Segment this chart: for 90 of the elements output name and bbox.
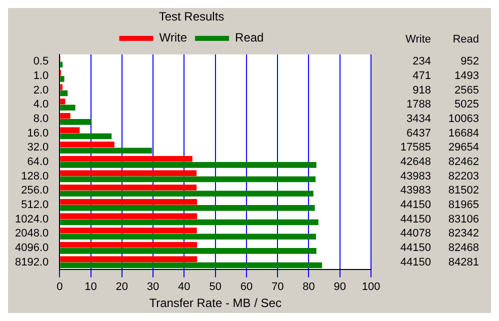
text: 5025 [454,98,479,111]
text: 81502 [448,184,479,197]
x-tick-label: 10 [84,281,97,294]
y-tick-label: 128.0 [21,170,49,182]
y-tick-label: 0.5 [33,56,49,68]
x-tick-label: 40 [178,281,190,294]
text: 3434 [406,112,431,125]
chart-title: Test Results [158,10,224,24]
text: 43983 [400,170,431,182]
y-tick-label: 8192.0 [14,256,49,268]
text: 1788 [406,98,431,111]
y-tick-label: 8.0 [33,112,49,125]
x-tick-label: 20 [116,281,128,294]
bar [60,112,70,119]
legend-label: Read [235,30,264,45]
bar [60,213,198,220]
text: 2565 [454,84,479,96]
text: 82342 [448,228,479,240]
bar [60,104,76,111]
bar [60,248,316,254]
text: 83106 [448,213,479,226]
text: 17585 [400,142,431,154]
y-tick-label: 64.0 [27,156,49,168]
bar [60,262,322,268]
text: 234 [412,56,431,68]
bar [60,133,112,140]
y-tick-label: 2048.0 [14,228,49,240]
bar [60,228,197,234]
bar [60,119,91,125]
text: 43983 [400,184,431,197]
text: 16684 [448,127,479,140]
bar [60,205,315,211]
x-axis-title: Transfer Rate - MB / Sec [149,296,282,310]
text: 29654 [448,142,479,154]
x-tick-label: 70 [271,281,284,294]
text: 84281 [448,256,479,268]
x-tick-label: 100 [362,281,380,294]
bar [60,84,63,90]
x-tick-label: 60 [240,281,253,294]
bar [60,170,197,176]
bar [60,148,152,154]
text: 42648 [400,156,431,168]
bar [60,98,66,104]
text: 82203 [448,170,479,182]
y-tick-label: 4096.0 [14,242,49,254]
text: 6437 [406,127,431,140]
bar [60,142,114,148]
y-tick-label: 32.0 [27,142,49,154]
y-tick-label: 4.0 [33,98,49,111]
text: 44078 [400,228,431,240]
y-tick-label: 512.0 [21,198,49,211]
text: 1493 [454,70,479,82]
text: Read [452,33,479,46]
x-tick-label: 0 [56,281,63,294]
bar [60,234,316,240]
x-tick-label: 80 [302,281,315,294]
bar [60,190,314,197]
bar [60,184,197,190]
bar [60,219,318,226]
text: 44150 [400,256,431,268]
text: 471 [412,70,431,82]
text: 44150 [400,242,431,254]
text: 44150 [400,198,431,211]
bar [60,256,198,262]
text: 44150 [400,213,431,226]
text: 952 [460,56,479,68]
bar [60,162,316,168]
y-tick-label: 2.0 [33,84,49,96]
text: 10063 [448,112,479,125]
y-tick-label: 1.0 [33,70,49,82]
bar [60,156,192,162]
text: Write [406,33,431,46]
legend-label: Write [159,30,188,45]
bar [60,76,64,82]
x-tick-label: 30 [146,281,160,294]
bar [60,62,63,68]
text: 918 [412,84,431,96]
bar [60,242,198,248]
y-tick-label: 256.0 [21,184,49,197]
bar [60,127,80,134]
x-tick-label: 50 [209,281,222,294]
bar [60,90,68,96]
text: 82468 [448,242,479,254]
text: 81965 [448,198,479,211]
bar [60,176,316,182]
y-tick-label: 1024.0 [14,213,49,226]
bar [60,198,198,205]
x-tick-label: 90 [334,281,346,294]
y-tick-label: 16.0 [27,127,49,140]
text: 82462 [448,156,479,168]
